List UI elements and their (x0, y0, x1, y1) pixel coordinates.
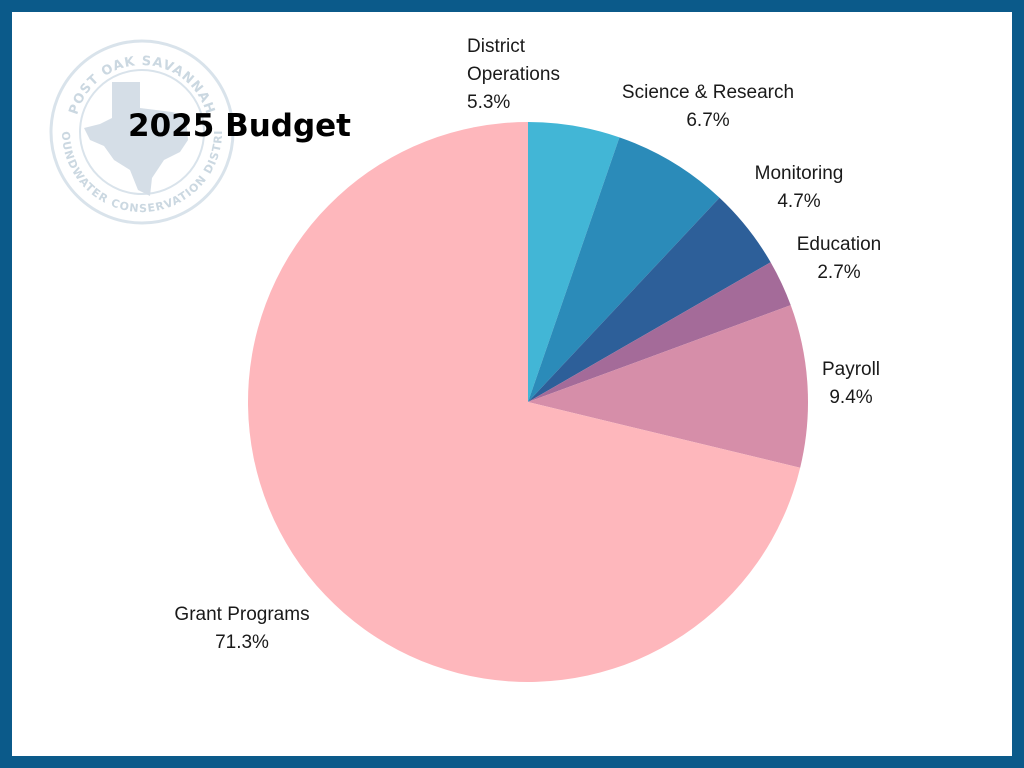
pie-slice-education (528, 262, 791, 402)
chart-title: 2025 Budget (128, 108, 351, 144)
slice-label-payroll: Payroll 9.4% (822, 359, 880, 408)
slice-label-science-research: Science & Research 6.7% (622, 82, 794, 131)
slice-label-education: Education 2.7% (797, 234, 882, 283)
texas-map-icon (84, 82, 188, 196)
pie-slice-science-research (528, 137, 720, 402)
slice-label-grant-programs: Grant Programs 71.3% (174, 604, 309, 653)
slice-label-monitoring: Monitoring 4.7% (755, 163, 844, 212)
pie-labels: District Operations 5.3% Science & Research… (174, 36, 881, 653)
pie-slice-grant-programs (248, 122, 801, 682)
slice-label-district-operations: District Operations 5.3% (467, 36, 560, 113)
pie-chart (248, 122, 808, 682)
pie-slice-monitoring (528, 197, 771, 402)
pie-slice-district-operations (528, 122, 620, 402)
pie-slice-payroll (528, 305, 808, 468)
